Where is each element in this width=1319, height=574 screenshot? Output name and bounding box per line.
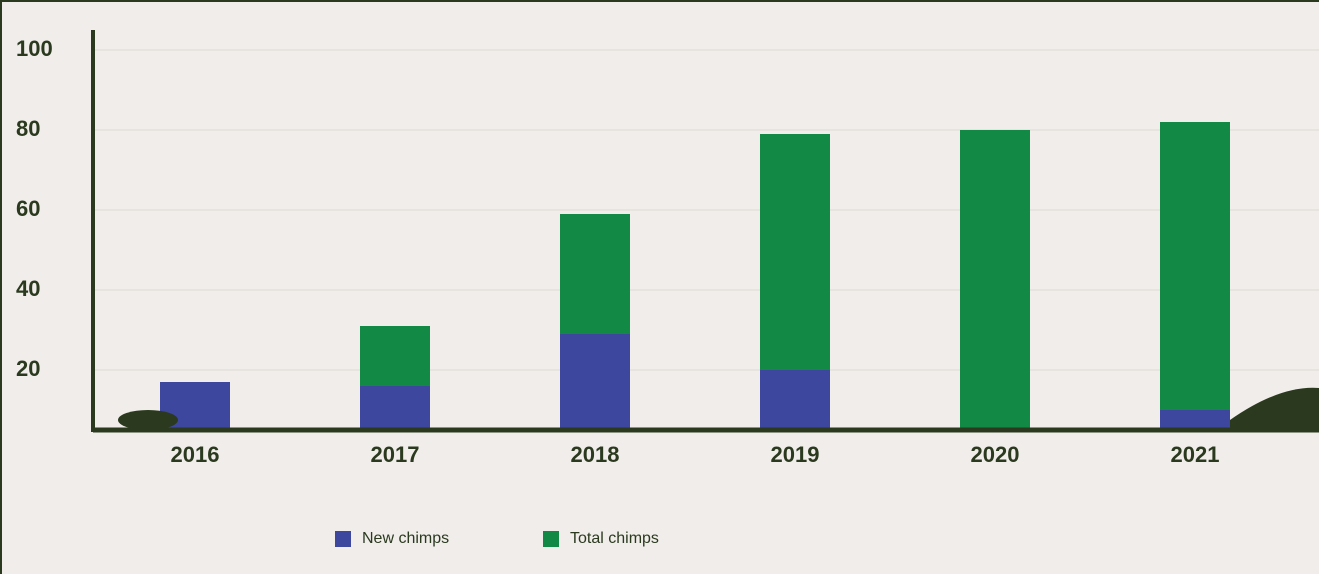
y-tick-label: 20 (16, 356, 40, 381)
x-tick-label: 2021 (1171, 442, 1220, 467)
bar-segment (1160, 410, 1230, 430)
bar-segment (560, 334, 630, 430)
bar-segment (360, 386, 430, 430)
bar-segment (760, 134, 830, 370)
legend-label: Total chimps (570, 530, 659, 547)
legend-swatch (543, 531, 559, 547)
y-tick-label: 100 (16, 36, 53, 61)
x-tick-label: 2018 (571, 442, 620, 467)
y-tick-label: 80 (16, 116, 40, 141)
x-tick-label: 2016 (171, 442, 220, 467)
legend: New chimps Total chimps (335, 530, 659, 547)
rock-decoration (118, 410, 178, 430)
bar-segment (360, 326, 430, 386)
bar-segment (560, 214, 630, 334)
x-tick-label: 2019 (771, 442, 820, 467)
ground-decoration (1230, 387, 1319, 430)
y-tick-label: 60 (16, 196, 40, 221)
x-tick-label: 2020 (971, 442, 1020, 467)
bars (160, 122, 1230, 430)
bar-segment (960, 130, 1030, 430)
legend-swatch (335, 531, 351, 547)
bar-segment (1160, 122, 1230, 410)
x-tick-label: 2017 (371, 442, 420, 467)
y-tick-label: 40 (16, 276, 40, 301)
grid (95, 49, 1319, 371)
labels: 20 40 60 80 100 2016 2017 2018 2019 2020 2021 (16, 36, 1219, 467)
bar-segment (760, 370, 830, 430)
legend-label: New chimps (362, 530, 449, 547)
